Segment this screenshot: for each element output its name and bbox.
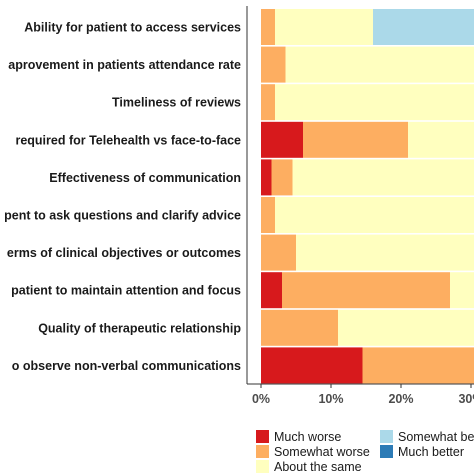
legend-item: Somewhat worse	[256, 444, 370, 459]
bar-segment-1-1	[261, 46, 286, 83]
legend-item: About the same	[256, 459, 362, 474]
category-label: patient to maintain attention and focus	[11, 284, 241, 298]
bar-segment-4-0	[261, 159, 272, 196]
category-label: pent to ask questions and clarify advice	[4, 209, 241, 223]
bar-segment-7-0	[261, 272, 282, 309]
bar-segment-4-2	[292, 159, 474, 196]
category-label: Quality of therapeutic relationship	[38, 321, 241, 335]
category-label: required for Telehealth vs face-to-face	[15, 133, 241, 147]
legend-label: About the same	[274, 459, 362, 474]
category-label: aprovement in patients attendance rate	[8, 58, 241, 72]
bar-segment-6-2	[296, 234, 474, 271]
bar-segment-0-1	[261, 9, 275, 45]
legend-swatch	[256, 445, 269, 458]
bar-segment-1-2	[285, 46, 474, 83]
bar-segment-9-0	[261, 347, 363, 384]
legend-label: Much worse	[274, 429, 342, 444]
category-labels: Ability for patient to access services ap…	[4, 21, 241, 373]
legend-swatch	[380, 430, 393, 443]
category-label: erms of clinical objectives or outcomes	[7, 246, 241, 260]
bar-segment-8-1	[261, 309, 338, 346]
legend-item: Somewhat better	[380, 429, 474, 444]
bar-segment-0-2	[275, 9, 373, 45]
bar-segment-5-2	[275, 197, 474, 233]
category-label: o observe non-verbal communications	[12, 359, 241, 373]
bars-layer	[261, 9, 474, 384]
legend-item: Much better	[380, 444, 464, 459]
bar-segment-3-1	[303, 121, 408, 158]
legend-label: Much better	[398, 444, 465, 459]
legend-swatch	[256, 460, 269, 473]
x-tick-label: 30%	[458, 392, 474, 406]
category-label: Timeliness of reviews	[112, 96, 241, 110]
bar-segment-0-3	[373, 9, 474, 45]
category-label: Ability for patient to access services	[24, 21, 241, 35]
x-tick-label: 10%	[318, 392, 343, 406]
legend-label: Somewhat better	[398, 429, 474, 444]
legend-label: Somewhat worse	[274, 444, 370, 459]
bar-segment-7-1	[282, 272, 450, 309]
legend-swatch	[380, 445, 393, 458]
bar-segment-2-1	[261, 84, 275, 121]
bar-segment-4-1	[271, 159, 293, 196]
bar-segment-2-2	[275, 84, 474, 121]
legend: Much worse Somewhat worse About the same So…	[256, 429, 474, 474]
bar-segment-6-1	[261, 234, 296, 271]
category-label: Effectiveness of communication	[49, 171, 241, 185]
bar-segment-3-0	[261, 121, 303, 158]
legend-item: Much worse	[256, 429, 341, 444]
x-axis-ticks: 0%10%20%30%40%50%60%70%	[252, 384, 474, 406]
x-tick-label: 0%	[252, 392, 270, 406]
bar-segment-7-2	[450, 272, 474, 309]
x-tick-label: 20%	[388, 392, 413, 406]
bar-segment-8-2	[338, 309, 474, 346]
bar-segment-3-2	[408, 121, 474, 158]
legend-swatch	[256, 430, 269, 443]
bar-segment-5-1	[261, 197, 275, 233]
bar-segment-9-1	[362, 347, 474, 384]
